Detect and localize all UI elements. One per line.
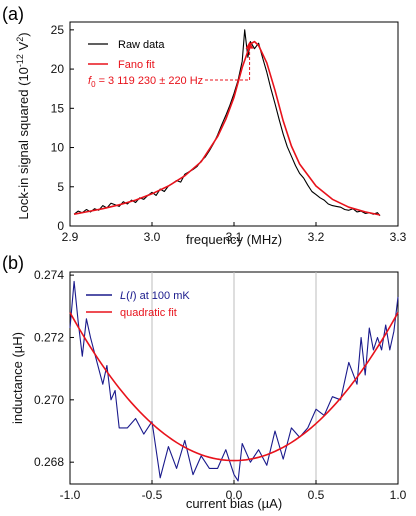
y-tick-label: 5 (57, 180, 64, 194)
plot-area-a (69, 21, 399, 227)
panel-a-label: (a) (2, 4, 24, 24)
x-tick-label: -0.5 (142, 488, 163, 502)
chart-a: 2.9 3.0 3.1 3.2 3.3 0 5 10 15 20 25 f0 = 3 119 230… (15, 21, 407, 247)
x-tick-label: -1.0 (60, 488, 81, 502)
series-line-1 (73, 40, 381, 216)
y-axis-label-b: inductance (µH) (10, 332, 25, 424)
x-tick-label: 0.5 (308, 488, 325, 502)
x-axis-label-b: current bias (µA) (186, 496, 282, 511)
x-tick-label: 1.0 (390, 488, 407, 502)
y-tick-label: 0.274 (34, 268, 64, 282)
x-tick-label: 0.0 (226, 488, 243, 502)
y-tick-label: 15 (51, 101, 65, 115)
x-tick-label: 3.3 (390, 230, 407, 244)
y-tick-label: 10 (51, 141, 65, 155)
panel-b-label: (b) (2, 253, 24, 273)
x-tick-label: 3.2 (308, 230, 325, 244)
y-tick-label: 0.268 (34, 455, 64, 469)
y-tick-label: 0 (57, 219, 64, 233)
y-tick-label: 25 (51, 23, 65, 37)
x-tick-label: 2.9 (62, 230, 79, 244)
legend-raw-label: Raw data (118, 39, 165, 51)
y-tick-label: 20 (51, 62, 65, 76)
series-line-1 (69, 312, 399, 462)
legend-lI-label: L(I) at 100 mK (120, 290, 190, 302)
f0-arrowhead (245, 41, 254, 49)
x-axis-label-a: frequency (MHz) (186, 232, 282, 247)
series-line-0 (73, 29, 381, 217)
x-tick-label: 3.0 (144, 230, 161, 244)
y-axis-label-a: Lock-in signal squared (10-12 V2) (15, 32, 31, 219)
f0-annotation-label: f0 = 3 119 230 ± 220 Hz (88, 75, 203, 89)
series-line-0 (69, 280, 399, 482)
y-tick-label: 0.270 (34, 393, 64, 407)
legend-quad-label: quadratic fit (120, 307, 177, 319)
chart-b: -1.0 -0.5 0.0 0.5 1.0 0.268 0.270 0.272 0.274 L(… (10, 268, 407, 511)
x-tick-label: 3.1 (226, 230, 243, 244)
legend-fano-label: Fano fit (118, 59, 155, 71)
y-tick-label: 0.272 (34, 330, 64, 344)
